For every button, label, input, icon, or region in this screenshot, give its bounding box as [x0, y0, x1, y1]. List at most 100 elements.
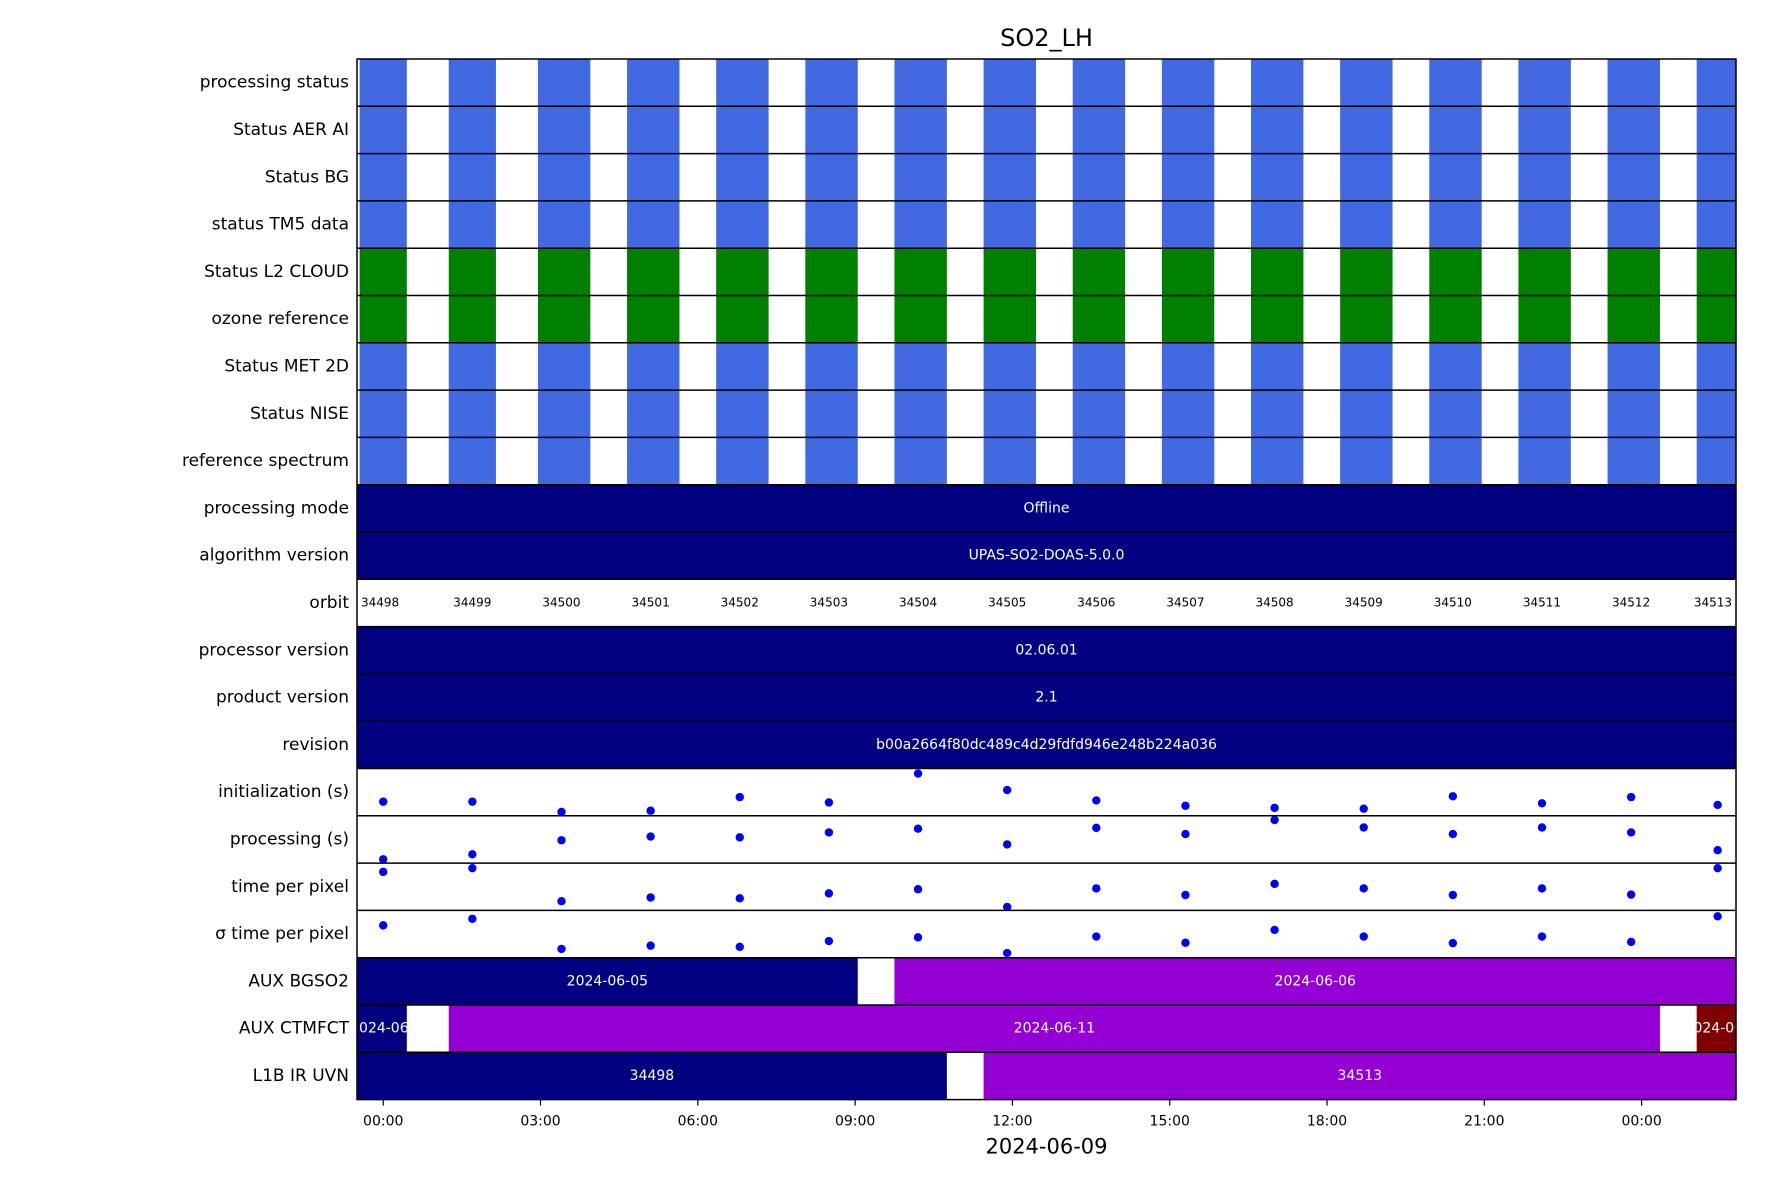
status-bar	[983, 437, 1037, 485]
status-bar	[983, 59, 1037, 107]
status-bar	[627, 200, 680, 249]
status-bar	[1250, 153, 1304, 201]
scatter-point	[1713, 800, 1722, 810]
row-label: Status NISE	[250, 404, 349, 424]
x-tick-label: 00:00	[363, 1114, 403, 1130]
value-bar	[357, 484, 1736, 532]
status-bar	[1072, 437, 1126, 485]
status-bar	[359, 106, 407, 154]
x-tick-label: 21:00	[1464, 1114, 1504, 1130]
scatter-point	[735, 894, 744, 903]
status-bar	[537, 295, 591, 343]
status-bar	[1696, 295, 1736, 343]
row-label: initialization (s)	[218, 782, 349, 802]
status-bar	[627, 295, 680, 343]
status-bar	[1696, 390, 1736, 438]
scatter-point	[468, 863, 477, 873]
scatter-point	[1181, 829, 1190, 839]
status-bar	[1429, 59, 1482, 107]
status-bar	[805, 59, 858, 107]
status-bar	[1429, 248, 1482, 296]
status-bar	[1518, 59, 1571, 107]
status-bar	[894, 342, 947, 391]
status-bar	[1696, 106, 1736, 154]
status-bar	[1161, 106, 1215, 154]
scatter-point	[735, 792, 744, 802]
status-bar	[1429, 342, 1482, 391]
value-bar-label: UPAS-SO2-DOAS-5.0.0	[969, 548, 1125, 564]
status-bar	[1696, 342, 1736, 391]
status-bar	[1161, 342, 1215, 391]
status-bar	[1518, 248, 1571, 296]
row-label: status TM5 data	[212, 215, 349, 235]
aux-segment-label: 2024-06-	[1685, 1021, 1749, 1037]
status-bar	[894, 106, 947, 154]
scatter-point	[379, 797, 388, 806]
status-bar	[1518, 153, 1571, 201]
scatter-point	[1359, 884, 1368, 893]
scatter-point	[1181, 890, 1190, 900]
row-label: revision	[282, 735, 349, 755]
scatter-point	[1626, 937, 1636, 947]
row-label: σ time per pixel	[215, 924, 349, 944]
scatter-point	[1448, 890, 1458, 900]
status-bar	[359, 200, 407, 249]
orbit-label: 34499	[453, 595, 491, 609]
aux-segment-label: 2024-06-11	[1014, 1021, 1095, 1037]
status-bar	[1340, 437, 1393, 485]
aux-segment	[448, 1005, 1660, 1053]
status-bar	[1429, 106, 1482, 154]
x-tick-label: 15:00	[1150, 1114, 1190, 1130]
status-bar	[448, 342, 496, 391]
status-bar	[1429, 390, 1482, 438]
scatter-point	[1359, 823, 1368, 832]
status-bar	[805, 106, 858, 154]
value-bar-label: Offline	[1024, 500, 1070, 516]
status-bar	[1518, 342, 1571, 391]
x-tick-label: 18:00	[1307, 1114, 1347, 1130]
status-bar	[1607, 248, 1660, 296]
status-bar	[894, 153, 947, 201]
value-bar	[357, 721, 1736, 769]
value-bar-label: b00a2664f80dc489c4d29fdfd946e248b224a036	[876, 737, 1217, 753]
row-label: processing status	[200, 73, 349, 93]
scatter-point	[646, 832, 655, 841]
status-bar	[805, 390, 858, 438]
scatter-point	[1537, 884, 1547, 893]
status-bar	[537, 248, 591, 296]
scatter-point	[1002, 840, 1012, 849]
scatter-point	[1092, 796, 1101, 805]
scatter-point	[1626, 890, 1636, 899]
status-bar	[1340, 390, 1393, 438]
status-bar	[1340, 342, 1393, 391]
scatter-point	[824, 828, 834, 837]
status-bar	[1607, 437, 1660, 485]
row-label: algorithm version	[199, 546, 349, 566]
status-bar	[448, 200, 496, 249]
row-label: processing mode	[204, 498, 349, 518]
status-bar	[983, 153, 1037, 201]
orbit-label: 34513	[1694, 595, 1732, 609]
status-bar	[1429, 200, 1482, 249]
status-bar	[359, 390, 407, 438]
status-bar	[1161, 437, 1215, 485]
status-bar	[627, 106, 680, 154]
status-bar	[1072, 342, 1126, 391]
status-bar	[359, 295, 407, 343]
status-bar	[1161, 153, 1215, 201]
scatter-point	[557, 897, 566, 906]
value-bar	[357, 626, 1736, 674]
status-bar	[1072, 248, 1126, 296]
scatter-point	[557, 944, 566, 954]
status-bar	[1696, 153, 1736, 201]
scatter-point	[1181, 801, 1190, 810]
status-bar	[1340, 200, 1393, 249]
value-bar	[357, 532, 1736, 580]
status-bar	[537, 390, 591, 438]
status-bar	[894, 390, 947, 438]
scatter-point	[379, 867, 388, 877]
value-bar	[357, 673, 1736, 722]
status-bar	[805, 342, 858, 391]
scatter-point	[1626, 792, 1636, 802]
status-bar	[448, 437, 496, 485]
